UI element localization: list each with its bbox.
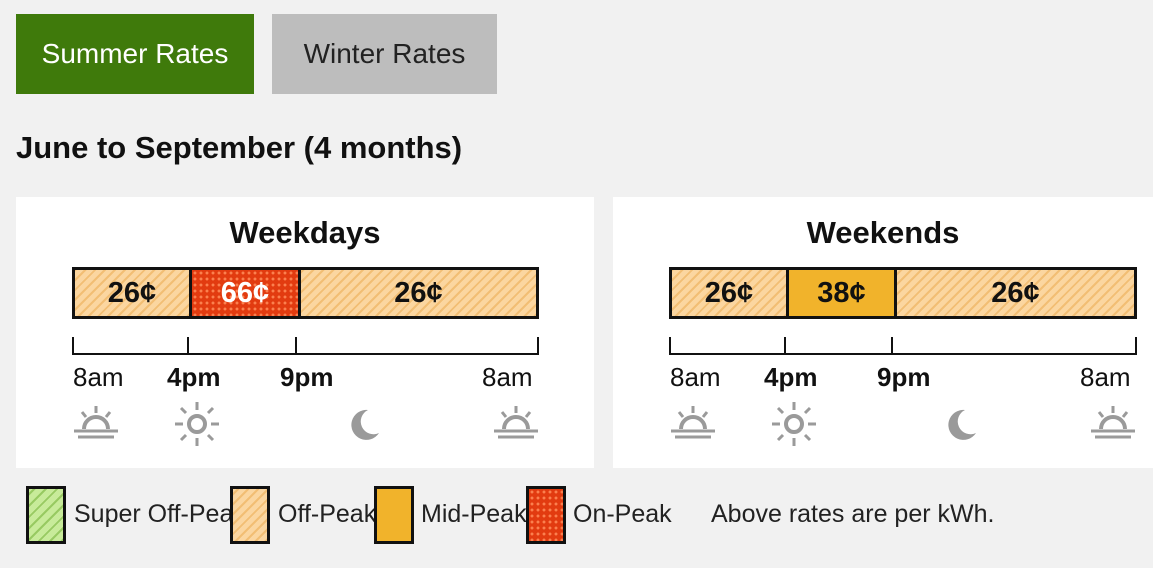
- weekdays-title: Weekdays: [229, 215, 381, 250]
- legend-swatch-mid-peak: [374, 486, 414, 544]
- weekends-segment-mid-peak: 38¢: [786, 270, 894, 316]
- weekends-time-label: 4pm: [764, 362, 818, 392]
- page-title: June to September (4 months): [16, 130, 463, 165]
- legend-swatch-on-peak: [526, 486, 566, 544]
- weekdays-segment-on-peak: 66¢: [189, 270, 298, 316]
- moon-icon: [351, 409, 379, 440]
- sunrise-icon: [494, 406, 538, 439]
- sun-icon: [175, 402, 219, 446]
- tab-winter-rates[interactable]: Winter Rates: [272, 14, 497, 94]
- legend-label-super-off-peak: Super Off-Peak: [74, 500, 246, 528]
- weekdays-card: Weekdays 26¢ 66¢ 26¢ 8am 4pm 9pm 8am: [16, 197, 594, 468]
- weekdays-time-label: 8am: [73, 362, 124, 392]
- legend-swatch-super-off-peak: [26, 486, 66, 544]
- legend-label-mid-peak: Mid-Peak: [421, 500, 527, 528]
- legend-swatch-off-peak: [230, 486, 270, 544]
- weekdays-time-axis: [72, 337, 539, 355]
- weekends-time-axis: [669, 337, 1137, 355]
- moon-icon: [948, 409, 976, 440]
- legend: Super Off-Peak Off-Peak Mid-Peak On-Peak…: [0, 486, 1153, 548]
- sun-icon: [772, 402, 816, 446]
- legend-label-off-peak: Off-Peak: [278, 500, 377, 528]
- legend-label-on-peak: On-Peak: [573, 500, 672, 528]
- weekdays-segment-off-peak-morning: 26¢: [75, 270, 189, 316]
- weekdays-time-label: 9pm: [280, 362, 334, 392]
- weekdays-segment-off-peak-evening: 26¢: [298, 270, 536, 316]
- sunrise-icon: [74, 406, 118, 439]
- sunrise-icon: [1091, 406, 1135, 439]
- weekdays-time-label: 4pm: [167, 362, 221, 392]
- sunrise-icon: [671, 406, 715, 439]
- weekends-segment-off-peak-morning: 26¢: [672, 270, 786, 316]
- weekends-segment-off-peak-evening: 26¢: [894, 270, 1134, 316]
- weekends-rate-bar: 26¢ 38¢ 26¢: [669, 267, 1137, 319]
- weekends-card: Weekends 26¢ 38¢ 26¢ 8am 4pm 9pm 8am: [613, 197, 1153, 468]
- weekends-time-label: 9pm: [877, 362, 931, 392]
- weekends-time-label: 8am: [1080, 362, 1131, 392]
- tab-summer-rates[interactable]: Summer Rates: [16, 14, 254, 94]
- weekends-title: Weekends: [806, 215, 960, 250]
- weekends-time-label: 8am: [670, 362, 721, 392]
- rates-unit-note: Above rates are per kWh.: [711, 500, 995, 528]
- weekdays-rate-bar: 26¢ 66¢ 26¢: [72, 267, 539, 319]
- weekdays-time-label: 8am: [482, 362, 533, 392]
